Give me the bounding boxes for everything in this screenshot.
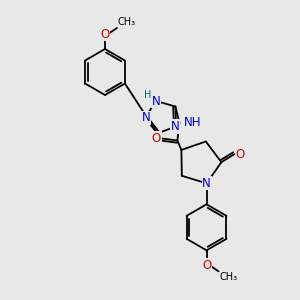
Text: O: O	[100, 28, 109, 40]
Text: CH₃: CH₃	[118, 17, 136, 27]
Text: O: O	[202, 259, 211, 272]
Text: N: N	[142, 111, 150, 124]
Text: N: N	[202, 177, 211, 190]
Text: CH₃: CH₃	[220, 272, 238, 282]
Text: NH: NH	[183, 116, 201, 129]
Text: O: O	[152, 132, 161, 145]
Text: N: N	[152, 94, 161, 107]
Text: O: O	[236, 148, 245, 160]
Text: N: N	[171, 120, 179, 133]
Text: H: H	[145, 90, 152, 100]
